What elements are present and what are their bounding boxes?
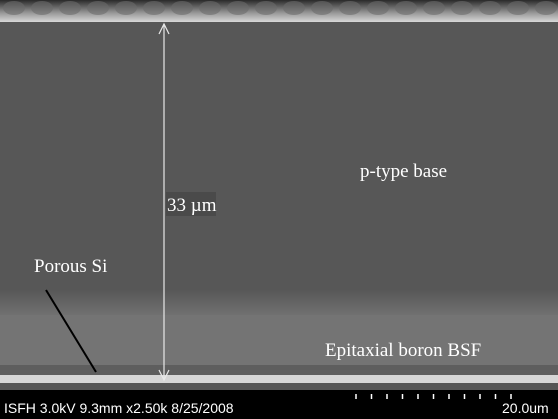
base-label: p-type base — [360, 161, 447, 182]
substrate — [0, 383, 558, 390]
porous-layer — [0, 365, 558, 375]
scale-label: 20.0um — [502, 400, 549, 416]
thickness-label: 33 µm — [167, 195, 217, 216]
sem-image: 33 µm p-type base Porous Si Epitaxial bo… — [0, 0, 558, 419]
surface-texture — [0, 0, 558, 18]
porous-label: Porous Si — [34, 256, 107, 277]
base-layer — [0, 22, 558, 290]
bsf-label: Epitaxial boron BSF — [325, 340, 481, 361]
info-text: ISFH 3.0kV 9.3mm x2.50k 8/25/2008 — [4, 400, 234, 416]
bottom-interface — [0, 375, 558, 383]
page: 33 µm p-type base Porous Si Epitaxial bo… — [0, 0, 558, 419]
transition-layer — [0, 290, 558, 315]
